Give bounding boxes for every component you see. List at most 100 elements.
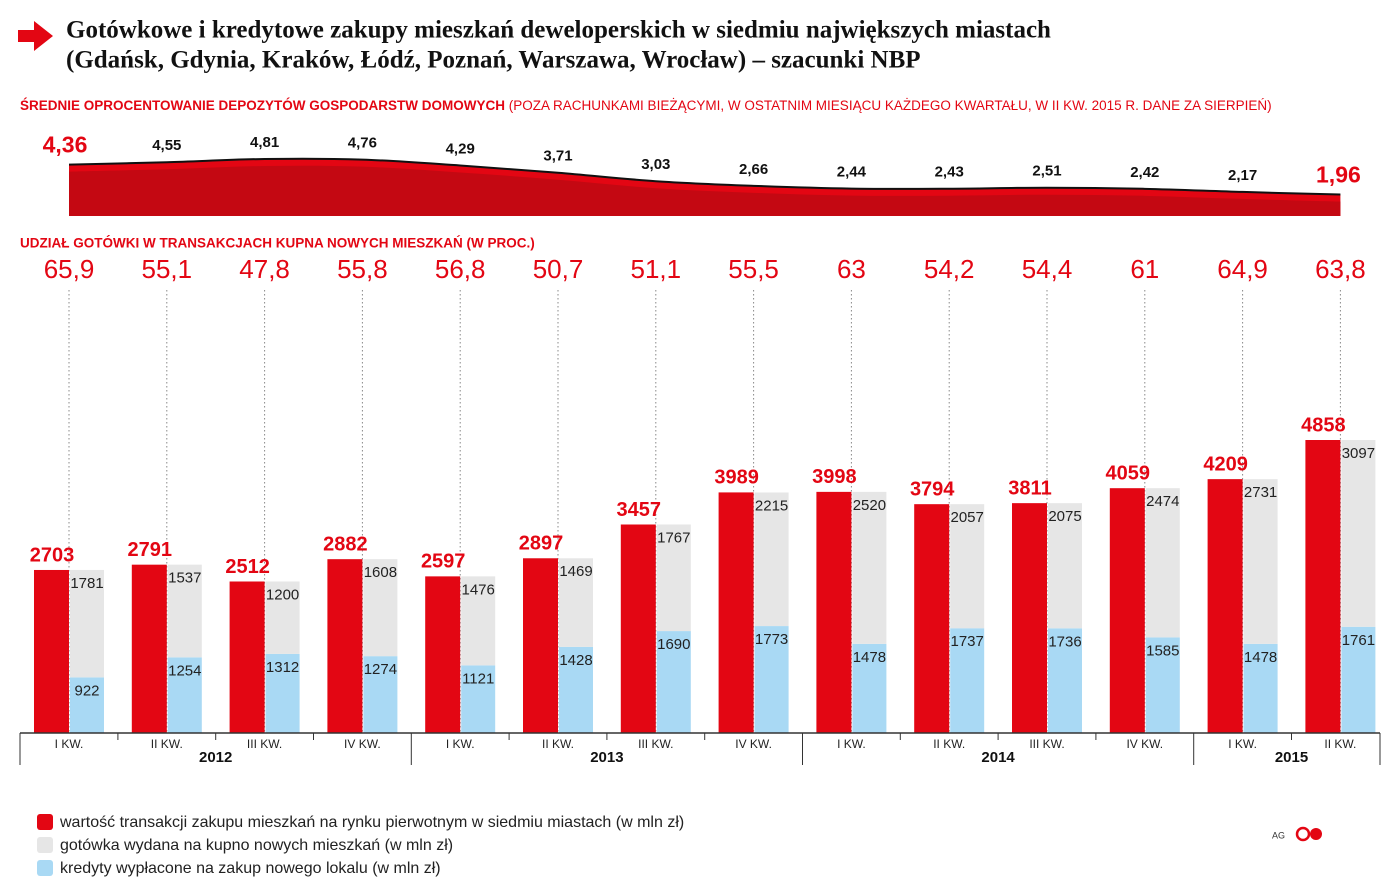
credit-label: 1274 (364, 661, 397, 678)
cash-label: 2057 (951, 509, 984, 526)
credit-label: 1312 (266, 659, 299, 676)
section-title-note: (POZA RACHUNKAMI BIEŻĄCYMI, W OSTATNIM M… (509, 98, 1272, 113)
cash-label: 1476 (462, 581, 495, 598)
total-label: 4209 (1203, 453, 1248, 475)
x-tick-label: IV KW. (344, 737, 381, 751)
section-title: UDZIAŁ GOTÓWKI W TRANSAKCJACH KUPNA NOWY… (20, 236, 535, 251)
bar-cash (950, 504, 985, 629)
share-label: 55,8 (337, 254, 388, 284)
cash-label: 1608 (364, 564, 397, 581)
share-label: 55,5 (728, 254, 779, 284)
bar-total (718, 492, 754, 733)
section-title-main: ŚREDNIE OPROCENTOWANIE DEPOZYTÓW GOSPODA… (20, 98, 505, 113)
bar-credit (950, 628, 985, 733)
bar-credit (1048, 628, 1082, 733)
rate-label: 4,29 (446, 140, 475, 157)
legend-swatch (37, 837, 53, 853)
x-tick-label: II KW. (542, 737, 574, 751)
bar-credit (1341, 626, 1376, 733)
rate-label: 4,81 (250, 134, 279, 151)
bar-total (620, 524, 656, 733)
bar-cash (461, 576, 496, 666)
cash-label: 2075 (1048, 508, 1081, 525)
bar-total (1012, 503, 1047, 733)
credit-label: 1736 (1048, 633, 1081, 650)
share-label: 65,9 (44, 254, 95, 284)
bar-credit (1243, 643, 1278, 733)
legend-label: gotówka wydana na kupno nowych mieszkań … (60, 837, 453, 854)
rate-label: 2,66 (739, 161, 768, 178)
title-line: Gotówkowe i kredytowe zakupy mieszkań de… (66, 17, 1051, 44)
bar-credit (265, 653, 300, 733)
credit-label: 1737 (951, 633, 984, 650)
rate-label: 2,17 (1228, 167, 1257, 184)
bar-cash (559, 558, 593, 647)
rate-label: 4,55 (152, 137, 181, 154)
bar-cash (1048, 503, 1082, 629)
bar-total (327, 559, 363, 733)
cash-label: 1767 (657, 529, 690, 546)
total-label: 3794 (910, 478, 955, 500)
bar-total (229, 581, 265, 733)
rate-label: 3,03 (641, 156, 670, 173)
bar-cash (656, 524, 691, 632)
legend-label: kredyty wypłacone na zakup nowego lokalu… (60, 860, 441, 877)
title-arrow (18, 21, 53, 51)
bar-credit (167, 657, 202, 733)
share-label: 63 (837, 254, 866, 284)
bar-total (523, 558, 558, 733)
bar-credit (1145, 637, 1180, 733)
bar-total (1305, 440, 1341, 733)
legend-swatch (37, 860, 53, 876)
credit-label: 1428 (559, 652, 592, 669)
x-tick-label: III KW. (1029, 737, 1064, 751)
cash-label: 2215 (755, 497, 788, 514)
share-label: 64,9 (1217, 254, 1268, 284)
year-label: 2015 (1275, 749, 1308, 766)
cash-label: 2474 (1146, 493, 1179, 510)
bar-cash (167, 564, 202, 658)
bar-total (1109, 488, 1145, 733)
total-label: 4059 (1106, 462, 1151, 484)
bar-cash (1243, 479, 1278, 644)
credit-label: 1478 (853, 649, 886, 666)
x-tick-label: III KW. (638, 737, 673, 751)
share-label: 55,1 (141, 254, 192, 284)
year-label: 2014 (981, 749, 1015, 766)
bar-credit (559, 646, 593, 733)
x-tick-label: II KW. (933, 737, 965, 751)
total-label: 3989 (714, 467, 759, 489)
share-label: 56,8 (435, 254, 486, 284)
credit-label: 922 (74, 682, 99, 699)
bar-cash (1145, 488, 1180, 638)
x-tick-label: IV KW. (1126, 737, 1163, 751)
cash-label: 2520 (853, 497, 886, 514)
bar-cash (363, 559, 398, 657)
rate-label: 2,43 (935, 164, 964, 181)
share-label: 54,2 (924, 254, 975, 284)
total-label: 2512 (225, 556, 270, 578)
total-label: 2897 (519, 533, 564, 555)
bar-total (816, 491, 852, 733)
legend-swatch (37, 814, 53, 830)
bar-total (425, 576, 461, 733)
area-shade (69, 165, 1341, 216)
credit-label: 1761 (1342, 632, 1375, 649)
cash-label: 2731 (1244, 484, 1277, 501)
cash-label: 1781 (70, 575, 103, 592)
total-label: 4858 (1301, 414, 1346, 436)
bar-credit (852, 643, 887, 733)
cash-label: 1469 (559, 563, 592, 580)
x-tick-label: I KW. (55, 737, 84, 751)
share-label: 61 (1130, 254, 1159, 284)
rate-label: 2,44 (837, 164, 867, 181)
x-tick-label: IV KW. (735, 737, 772, 751)
share-label: 51,1 (630, 254, 681, 284)
x-tick-label: II KW. (151, 737, 183, 751)
rate-label: 1,96 (1316, 162, 1361, 188)
bar-total (914, 504, 950, 733)
bar-credit (754, 626, 789, 733)
rate-label: 3,71 (543, 148, 572, 165)
bar-cash (1341, 440, 1376, 627)
x-tick-label: I KW. (1228, 737, 1257, 751)
